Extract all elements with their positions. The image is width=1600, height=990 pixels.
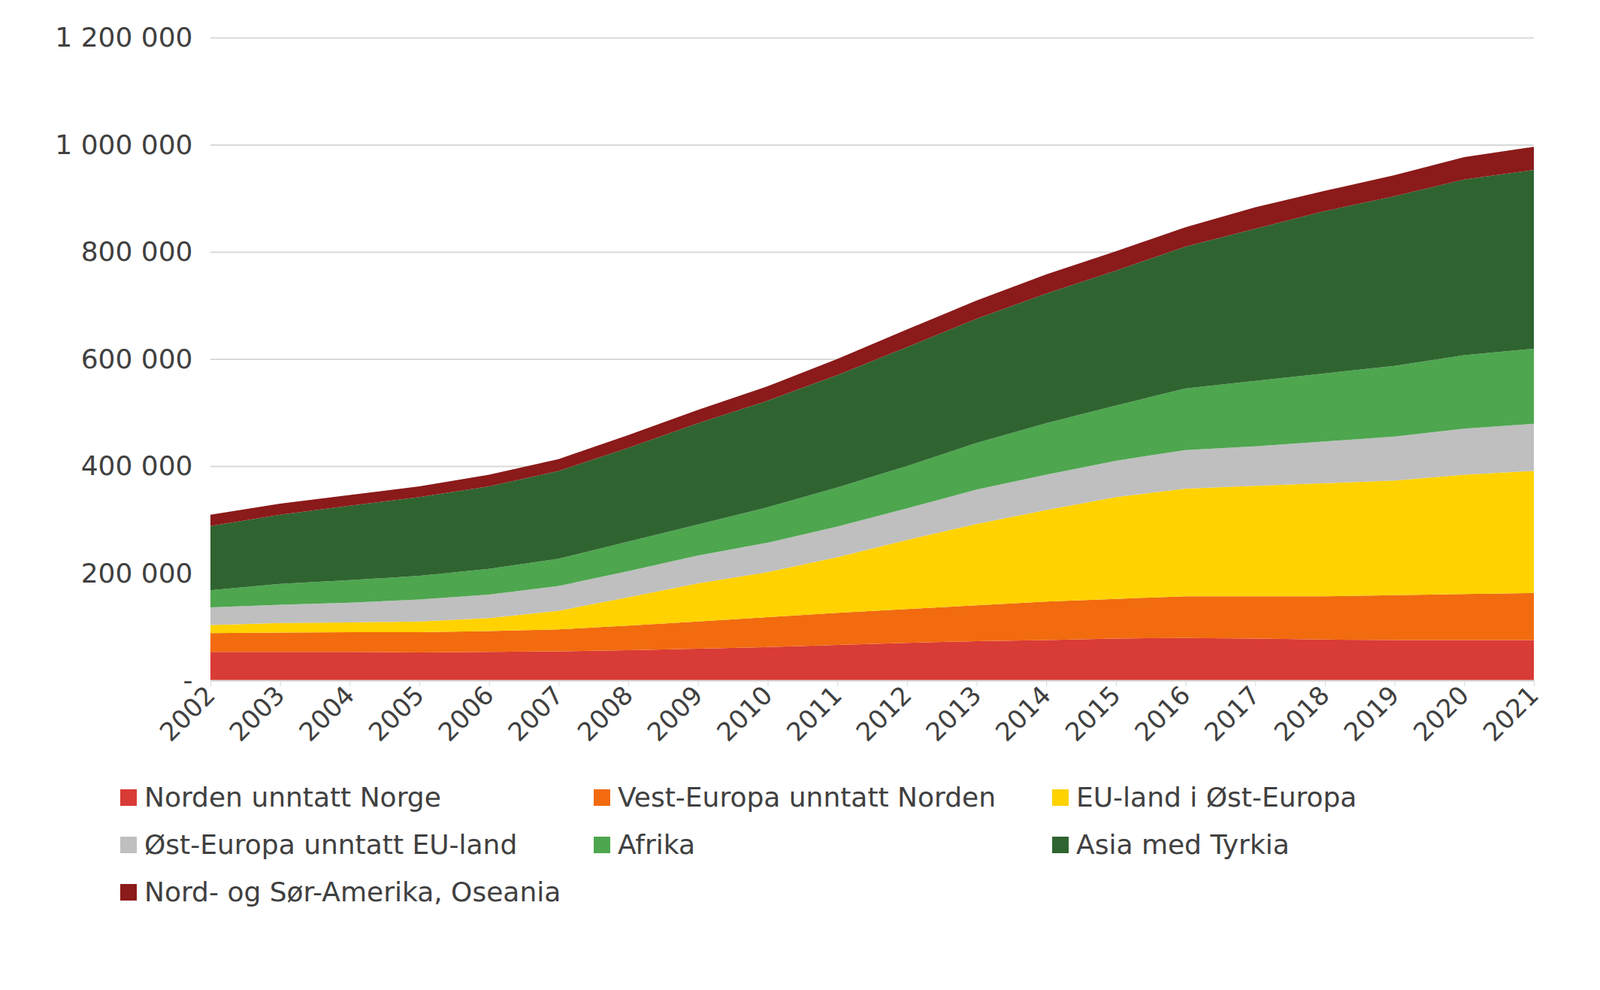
svg-text:2015: 2015 — [1058, 679, 1126, 747]
svg-text:2019: 2019 — [1337, 679, 1405, 747]
svg-text:2017: 2017 — [1198, 679, 1266, 747]
html-text:Nord- og Sør-Amerika, Oseania: Nord- og Sør-Amerika, Oseania — [144, 876, 561, 908]
svg-text:2007: 2007 — [502, 679, 569, 747]
svg-text:2012: 2012 — [849, 679, 917, 747]
html-text:Afrika: Afrika — [617, 828, 696, 860]
svg-text:2010: 2010 — [710, 679, 778, 747]
svg-text:200 000: 200 000 — [81, 557, 194, 589]
svg-text:2006: 2006 — [432, 679, 500, 747]
svg-text:2018: 2018 — [1267, 679, 1335, 747]
svg-text:400 000: 400 000 — [81, 450, 194, 481]
svg-text:2011: 2011 — [780, 679, 848, 747]
svg-text:2013: 2013 — [919, 679, 987, 747]
svg-text:600 000: 600 000 — [81, 343, 194, 375]
html-text:Asia med Tyrkia: Asia med Tyrkia — [1076, 828, 1290, 860]
svg-text:800 000: 800 000 — [81, 235, 194, 267]
svg-text:2002: 2002 — [153, 679, 221, 747]
svg-text:2004: 2004 — [293, 679, 360, 747]
html-text:EU-land i Øst-Europa: EU-land i Øst-Europa — [1076, 781, 1357, 813]
svg-text:1 200 000: 1 200 000 — [54, 21, 193, 53]
svg-text:2016: 2016 — [1128, 679, 1196, 747]
svg-text:2020: 2020 — [1407, 679, 1475, 747]
html-text:Vest-Europa unntatt Norden: Vest-Europa unntatt Norden — [617, 781, 996, 813]
svg-text:2009: 2009 — [641, 679, 708, 747]
svg-text:1 000 000: 1 000 000 — [54, 129, 193, 161]
html-text:Øst-Europa unntatt EU-land: Øst-Europa unntatt EU-land — [144, 828, 518, 860]
html-text:Norden unntatt Norge: Norden unntatt Norge — [144, 781, 441, 813]
svg-text:2005: 2005 — [362, 679, 430, 747]
svg-text:2014: 2014 — [989, 679, 1057, 747]
svg-text:2021: 2021 — [1476, 679, 1544, 747]
svg-text:2008: 2008 — [571, 679, 639, 747]
svg-text:2003: 2003 — [223, 679, 291, 747]
